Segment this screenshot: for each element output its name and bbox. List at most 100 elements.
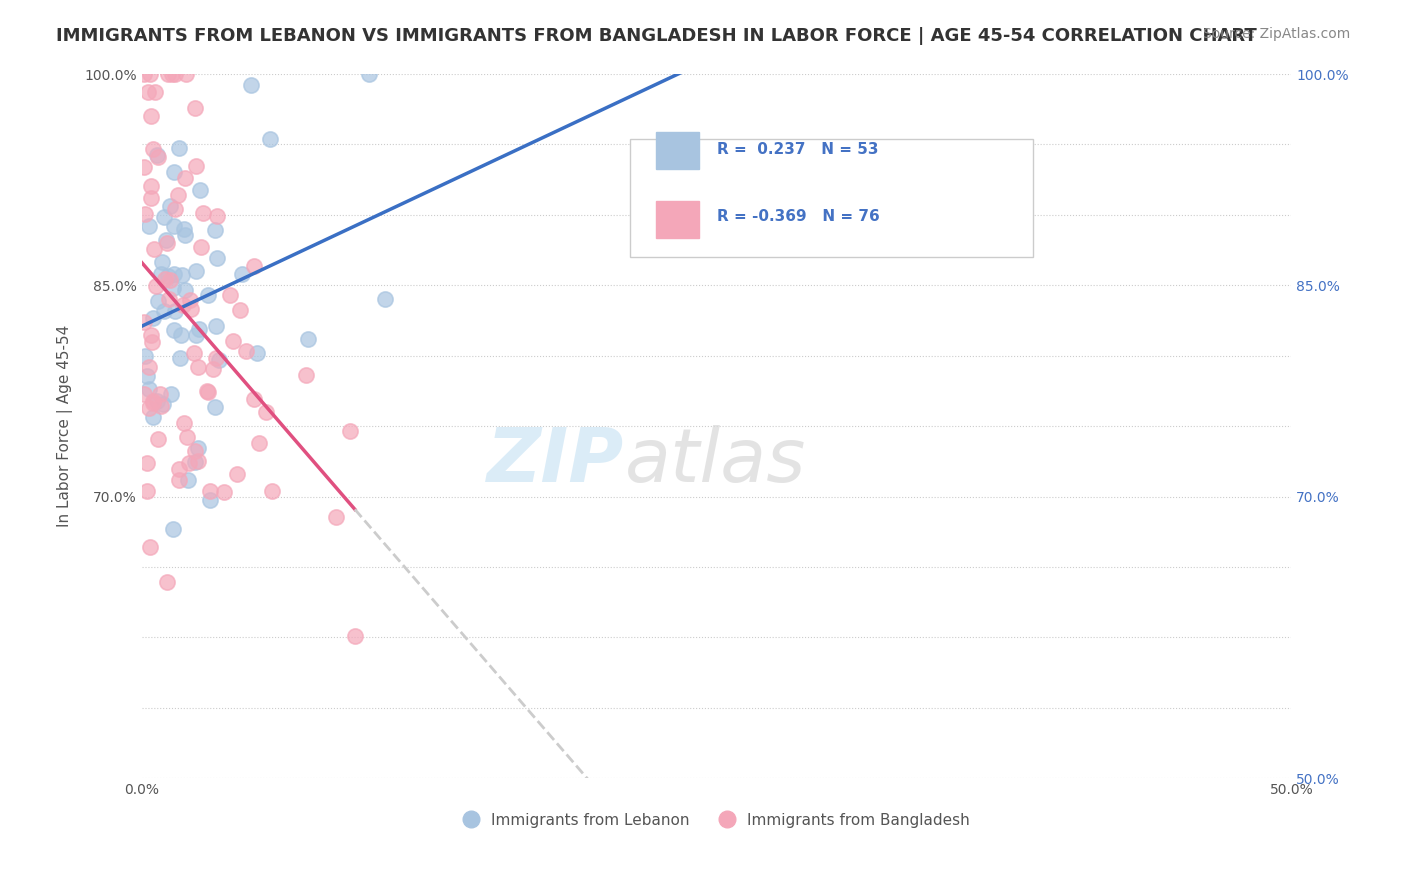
Point: [132, 386, 155, 401]
Point: [160, 67, 183, 81]
Point: [242, 259, 264, 273]
Point: [205, 209, 228, 223]
Point: [243, 392, 266, 406]
Point: [152, 397, 174, 411]
Point: [187, 359, 209, 374]
Point: [134, 207, 156, 221]
Point: [153, 272, 176, 286]
Point: [169, 473, 191, 487]
Point: [197, 384, 219, 399]
Point: [256, 405, 278, 419]
Point: [190, 240, 212, 254]
Point: [246, 346, 269, 360]
Point: [188, 321, 211, 335]
Point: [208, 353, 231, 368]
Point: [155, 233, 177, 247]
Point: [222, 334, 245, 348]
Point: [188, 183, 211, 197]
Point: [180, 301, 202, 316]
Point: [159, 292, 181, 306]
Point: [170, 268, 193, 283]
Point: [176, 430, 198, 444]
Point: [136, 456, 159, 470]
FancyBboxPatch shape: [630, 139, 1032, 257]
Point: [191, 206, 214, 220]
Point: [204, 351, 226, 366]
Point: [145, 148, 167, 162]
Point: [173, 170, 195, 185]
Point: [184, 327, 207, 342]
Point: [134, 349, 156, 363]
Text: Source: ZipAtlas.com: Source: ZipAtlas.com: [1202, 27, 1350, 41]
Point: [139, 109, 162, 123]
Y-axis label: In Labor Force | Age 45-54: In Labor Force | Age 45-54: [58, 325, 73, 527]
Point: [197, 385, 219, 400]
Point: [163, 202, 186, 216]
Point: [142, 242, 165, 256]
Point: [163, 268, 186, 282]
Point: [177, 473, 200, 487]
Text: R = -0.369   N = 76: R = -0.369 N = 76: [717, 210, 879, 225]
Point: [145, 393, 167, 408]
Point: [141, 334, 163, 349]
Point: [159, 199, 181, 213]
Point: [260, 483, 283, 498]
Point: [149, 387, 172, 401]
Point: [184, 455, 207, 469]
Point: [225, 467, 247, 481]
Point: [136, 483, 159, 498]
Point: [212, 485, 235, 500]
Text: atlas: atlas: [624, 425, 806, 498]
Point: [153, 210, 176, 224]
Bar: [655, 202, 699, 238]
Point: [167, 462, 190, 476]
Point: [343, 629, 366, 643]
Point: [142, 142, 165, 156]
Point: [141, 191, 163, 205]
Point: [163, 67, 186, 81]
Point: [139, 179, 162, 194]
Point: [132, 67, 155, 81]
Point: [172, 298, 194, 312]
Point: [374, 292, 396, 306]
Point: [139, 540, 162, 554]
Point: [150, 399, 173, 413]
Point: [339, 424, 361, 438]
Point: [163, 165, 186, 179]
Point: [218, 288, 240, 302]
Text: R =  0.237   N = 53: R = 0.237 N = 53: [717, 142, 879, 157]
Point: [156, 575, 179, 590]
Point: [159, 273, 181, 287]
Point: [150, 267, 173, 281]
Point: [139, 328, 162, 343]
Point: [138, 382, 160, 396]
Point: [197, 287, 219, 301]
Point: [163, 303, 186, 318]
Point: [297, 332, 319, 346]
Text: ZIP: ZIP: [488, 425, 624, 498]
Point: [138, 401, 160, 416]
Bar: [655, 133, 699, 169]
Point: [148, 432, 170, 446]
Point: [205, 318, 228, 333]
Point: [187, 454, 209, 468]
Point: [200, 493, 222, 508]
Point: [138, 219, 160, 233]
Point: [160, 387, 183, 401]
Point: [163, 219, 186, 234]
Point: [184, 443, 207, 458]
Point: [162, 281, 184, 295]
Point: [186, 159, 208, 173]
Text: IMMIGRANTS FROM LEBANON VS IMMIGRANTS FROM BANGLADESH IN LABOR FORCE | AGE 45-54: IMMIGRANTS FROM LEBANON VS IMMIGRANTS FR…: [56, 27, 1257, 45]
Point: [184, 101, 207, 115]
Point: [205, 251, 228, 265]
Point: [295, 368, 318, 383]
Point: [231, 267, 253, 281]
Legend: Immigrants from Lebanon, Immigrants from Bangladesh: Immigrants from Lebanon, Immigrants from…: [457, 806, 976, 834]
Point: [169, 141, 191, 155]
Point: [162, 522, 184, 536]
Point: [142, 311, 165, 326]
Point: [156, 269, 179, 284]
Point: [204, 223, 226, 237]
Point: [183, 346, 205, 360]
